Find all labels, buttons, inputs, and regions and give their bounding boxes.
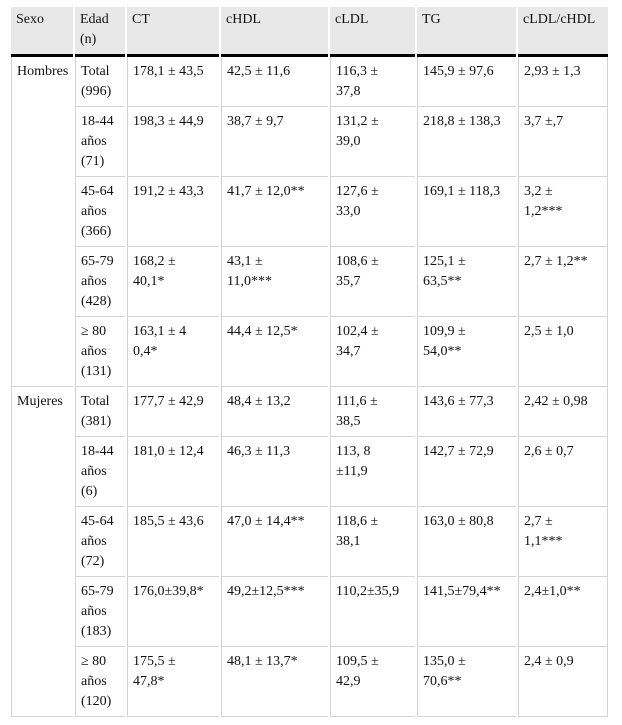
cell-sexo-hombres: Hombres [11, 57, 73, 387]
cell-ct: 198,3 ± 44,9 [127, 107, 219, 177]
table-row: 45-64 años (366) 191,2 ± 43,3 41,7 ± 12,… [11, 177, 608, 247]
cell-edad: 45-64 años (72) [75, 507, 125, 577]
cell-ct: 175,5 ± 47,8* [127, 647, 219, 717]
cell-ratio: 2,93 ± 1,3 [518, 57, 608, 107]
cell-ct: 185,5 ± 43,6 [127, 507, 219, 577]
cell-ct: 168,2 ± 40,1* [127, 247, 219, 317]
table-row: 45-64 años (72) 185,5 ± 43,6 47,0 ± 14,4… [11, 507, 608, 577]
cell-ratio: 2,5 ± 1,0 [518, 317, 608, 387]
table-row: 65-79 años (428) 168,2 ± 40,1* 43,1 ± 11… [11, 247, 608, 317]
column-header-sexo: Sexo [11, 7, 73, 57]
cell-edad: 45-64 años (366) [75, 177, 125, 247]
cell-chdl: 38,7 ± 9,7 [221, 107, 328, 177]
table-row: 18-44 años (71) 198,3 ± 44,9 38,7 ± 9,7 … [11, 107, 608, 177]
cell-tg: 142,7 ± 72,9 [417, 437, 516, 507]
cell-tg: 135,0 ± 70,6** [417, 647, 516, 717]
cell-edad: 65-79 años (183) [75, 577, 125, 647]
cell-ratio: 2,42 ± 0,98 [518, 387, 608, 437]
cell-chdl: 46,3 ± 11,3 [221, 437, 328, 507]
cell-cldl: 113, 8 ±11,9 [330, 437, 415, 507]
column-header-cldl: cLDL [330, 7, 415, 57]
cell-chdl: 48,4 ± 13,2 [221, 387, 328, 437]
cell-cldl: 109,5 ± 42,9 [330, 647, 415, 717]
cell-ratio: 2,7 ± 1,1*** [518, 507, 608, 577]
cell-tg: 218,8 ± 138,3 [417, 107, 516, 177]
cell-chdl: 44,4 ± 12,5* [221, 317, 328, 387]
cell-ct: 177,7 ± 42,9 [127, 387, 219, 437]
cell-ratio: 3,7 ±,7 [518, 107, 608, 177]
cell-tg: 125,1 ± 63,5** [417, 247, 516, 317]
column-header-ratio: cLDL/cHDL [518, 7, 608, 57]
cell-tg: 143,6 ± 77,3 [417, 387, 516, 437]
cell-edad: 18-44 años (71) [75, 107, 125, 177]
cell-tg: 141,5±79,4** [417, 577, 516, 647]
cell-ct: 163,1 ± 4 0,4* [127, 317, 219, 387]
table-row: ≥ 80 años (120) 175,5 ± 47,8* 48,1 ± 13,… [11, 647, 608, 717]
cell-ct: 178,1 ± 43,5 [127, 57, 219, 107]
cell-chdl: 41,7 ± 12,0** [221, 177, 328, 247]
cell-sexo-mujeres: Mujeres [11, 387, 73, 717]
cell-cldl: 108,6 ± 35,7 [330, 247, 415, 317]
table-row: 65-79 años (183) 176,0±39,8* 49,2±12,5**… [11, 577, 608, 647]
cell-chdl: 48,1 ± 13,7* [221, 647, 328, 717]
table-body: Hombres Total (996) 178,1 ± 43,5 42,5 ± … [11, 57, 608, 717]
column-header-edad: Edad (n) [75, 7, 125, 57]
cell-tg: 109,9 ± 54,0** [417, 317, 516, 387]
cell-cldl: 111,6 ± 38,5 [330, 387, 415, 437]
cell-cldl: 116,3 ± 37,8 [330, 57, 415, 107]
table-header: Sexo Edad (n) CT cHDL cLDL TG cLDL/cHDL [11, 7, 608, 57]
cell-ratio: 2,7 ± 1,2** [518, 247, 608, 317]
cell-cldl: 102,4 ± 34,7 [330, 317, 415, 387]
column-header-ct: CT [127, 7, 219, 57]
column-header-tg: TG [417, 7, 516, 57]
cell-cldl: 131,2 ± 39,0 [330, 107, 415, 177]
cell-ct: 181,0 ± 12,4 [127, 437, 219, 507]
cell-edad: ≥ 80 años (120) [75, 647, 125, 717]
cell-tg: 169,1 ± 118,3 [417, 177, 516, 247]
table-row: Mujeres Total (381) 177,7 ± 42,9 48,4 ± … [11, 387, 608, 717]
cell-chdl: 42,5 ± 11,6 [221, 57, 328, 107]
cell-ratio: 3,2 ± 1,2*** [518, 177, 608, 247]
cell-edad: Total (996) [75, 57, 125, 107]
header-row: Sexo Edad (n) CT cHDL cLDL TG cLDL/cHDL [11, 7, 608, 57]
column-header-chdl: cHDL [221, 7, 328, 57]
cell-chdl: 47,0 ± 14,4** [221, 507, 328, 577]
cell-cldl: 127,6 ± 33,0 [330, 177, 415, 247]
cell-ratio: 2,4 ± 0,9 [518, 647, 608, 717]
cell-chdl: 49,2±12,5*** [221, 577, 328, 647]
table-row: 18-44 años (6) 181,0 ± 12,4 46,3 ± 11,3 … [11, 437, 608, 507]
table-row: ≥ 80 años (131) 163,1 ± 4 0,4* 44,4 ± 12… [11, 317, 608, 387]
cell-ratio: 2,6 ± 0,7 [518, 437, 608, 507]
cell-ratio: 2,4±1,0** [518, 577, 608, 647]
table-row: Hombres Total (996) 178,1 ± 43,5 42,5 ± … [11, 57, 608, 387]
cell-ct: 191,2 ± 43,3 [127, 177, 219, 247]
cell-edad: Total (381) [75, 387, 125, 437]
lipid-results-table: Sexo Edad (n) CT cHDL cLDL TG cLDL/cHDL … [9, 7, 610, 717]
cell-chdl: 43,1 ± 11,0*** [221, 247, 328, 317]
cell-ct: 176,0±39,8* [127, 577, 219, 647]
cell-edad: 18-44 años (6) [75, 437, 125, 507]
cell-tg: 163,0 ± 80,8 [417, 507, 516, 577]
cell-edad: 65-79 años (428) [75, 247, 125, 317]
cell-edad: ≥ 80 años (131) [75, 317, 125, 387]
cell-cldl: 118,6 ± 38,1 [330, 507, 415, 577]
cell-cldl: 110,2±35,9 [330, 577, 415, 647]
cell-tg: 145,9 ± 97,6 [417, 57, 516, 107]
